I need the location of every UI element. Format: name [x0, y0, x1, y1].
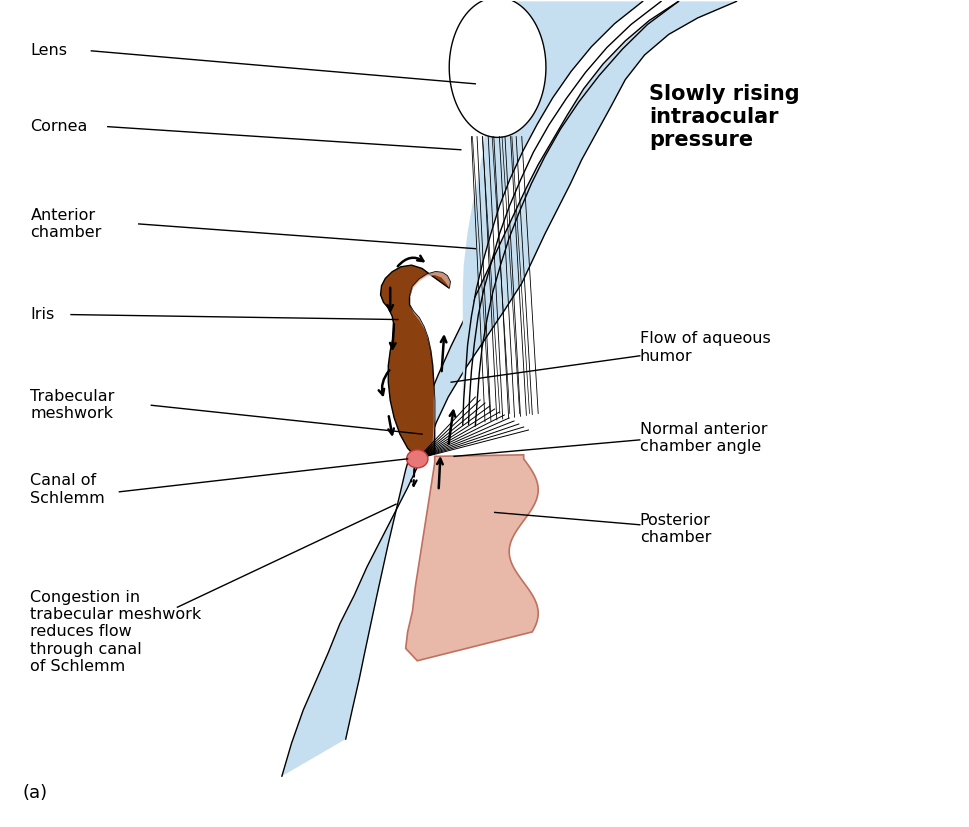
Text: Flow of aqueous
humor: Flow of aqueous humor — [640, 332, 769, 364]
Text: Normal anterior
chamber angle: Normal anterior chamber angle — [640, 422, 766, 454]
Polygon shape — [282, 2, 735, 777]
Polygon shape — [462, 2, 642, 425]
Text: Slowly rising
intraocular
pressure: Slowly rising intraocular pressure — [649, 84, 799, 151]
Text: Trabecular
meshwork: Trabecular meshwork — [30, 389, 114, 422]
Text: Canal of
Schlemm: Canal of Schlemm — [30, 473, 105, 505]
Polygon shape — [405, 455, 538, 661]
Text: Cornea: Cornea — [30, 119, 87, 134]
Text: Iris: Iris — [30, 307, 54, 322]
Polygon shape — [409, 272, 450, 453]
Text: Lens: Lens — [30, 43, 67, 59]
Text: (a): (a) — [22, 784, 47, 801]
Polygon shape — [380, 265, 450, 459]
Text: Anterior
chamber: Anterior chamber — [30, 208, 102, 240]
Polygon shape — [449, 0, 546, 137]
Text: Congestion in
trabecular meshwork
reduces flow
through canal
of Schlemm: Congestion in trabecular meshwork reduce… — [30, 590, 202, 674]
Text: Posterior
chamber: Posterior chamber — [640, 513, 710, 545]
Ellipse shape — [406, 450, 427, 468]
